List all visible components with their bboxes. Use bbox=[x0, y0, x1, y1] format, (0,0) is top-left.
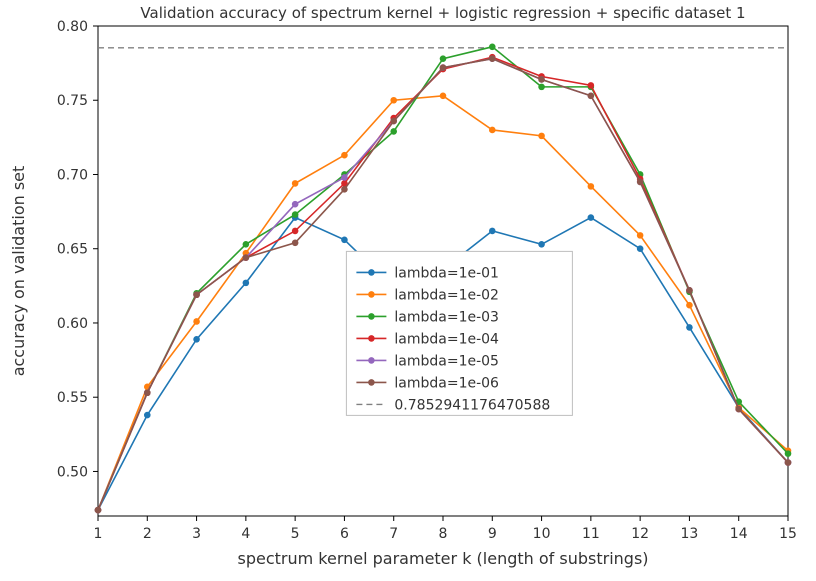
series-marker bbox=[193, 291, 200, 298]
x-tick-label: 2 bbox=[143, 526, 152, 542]
x-tick-label: 9 bbox=[488, 526, 497, 542]
x-tick-label: 13 bbox=[681, 526, 699, 542]
y-tick-label: 0.65 bbox=[57, 242, 88, 258]
y-tick-label: 0.60 bbox=[57, 316, 88, 332]
series-marker bbox=[637, 232, 644, 239]
x-tick-label: 14 bbox=[730, 526, 748, 542]
x-tick-label: 15 bbox=[779, 526, 797, 542]
y-axis-label: accuracy on validation set bbox=[9, 166, 28, 377]
series-marker bbox=[341, 174, 348, 181]
series-marker bbox=[292, 239, 299, 246]
series-marker bbox=[292, 211, 299, 218]
legend-label: lambda=1e-05 bbox=[394, 353, 499, 369]
legend-label: lambda=1e-03 bbox=[394, 309, 499, 325]
series-marker bbox=[390, 118, 397, 125]
series-marker bbox=[489, 55, 496, 62]
legend-swatch-marker bbox=[368, 357, 375, 364]
y-tick-label: 0.80 bbox=[57, 19, 88, 35]
series-marker bbox=[538, 241, 545, 248]
x-tick-label: 4 bbox=[241, 526, 250, 542]
y-tick-label: 0.55 bbox=[57, 390, 88, 406]
series-marker bbox=[538, 84, 545, 91]
x-axis-label: spectrum kernel parameter k (length of s… bbox=[237, 549, 648, 568]
x-tick-label: 3 bbox=[192, 526, 201, 542]
series-marker bbox=[489, 43, 496, 50]
series-marker bbox=[292, 201, 299, 208]
series-marker bbox=[588, 92, 595, 99]
series-marker bbox=[95, 507, 102, 514]
legend-swatch-marker bbox=[368, 313, 375, 320]
y-tick-label: 0.50 bbox=[57, 464, 88, 480]
series-marker bbox=[489, 228, 496, 235]
series-marker bbox=[193, 336, 200, 343]
series-marker bbox=[637, 179, 644, 186]
series-marker bbox=[292, 180, 299, 187]
chart-title: Validation accuracy of spectrum kernel +… bbox=[140, 4, 745, 22]
x-tick-label: 6 bbox=[340, 526, 349, 542]
series-marker bbox=[193, 318, 200, 325]
series-marker bbox=[390, 97, 397, 104]
series-marker bbox=[243, 254, 250, 261]
x-tick-label: 7 bbox=[389, 526, 398, 542]
legend-label: lambda=1e-06 bbox=[394, 375, 499, 391]
series-marker bbox=[686, 324, 693, 331]
series-marker bbox=[292, 228, 299, 235]
series-marker bbox=[785, 450, 792, 457]
series-marker bbox=[686, 287, 693, 294]
legend-label: lambda=1e-04 bbox=[394, 331, 499, 347]
x-tick-label: 1 bbox=[94, 526, 103, 542]
x-tick-label: 10 bbox=[533, 526, 551, 542]
chart-container: Validation accuracy of spectrum kernel +… bbox=[0, 0, 816, 581]
series-marker bbox=[538, 133, 545, 140]
series-marker bbox=[538, 76, 545, 83]
series-marker bbox=[144, 412, 151, 419]
series-marker bbox=[341, 152, 348, 159]
series-marker bbox=[440, 92, 447, 99]
series-marker bbox=[144, 389, 151, 396]
x-tick-label: 12 bbox=[631, 526, 649, 542]
series-marker bbox=[489, 127, 496, 134]
chart-svg: Validation accuracy of spectrum kernel +… bbox=[0, 0, 816, 581]
series-marker bbox=[588, 183, 595, 190]
legend-swatch-marker bbox=[368, 335, 375, 342]
y-tick-label: 0.70 bbox=[57, 167, 88, 183]
y-tick-label: 0.75 bbox=[57, 93, 88, 109]
series-marker bbox=[686, 302, 693, 309]
series-marker bbox=[785, 459, 792, 466]
series-marker bbox=[440, 64, 447, 71]
series-marker bbox=[440, 55, 447, 62]
series-marker bbox=[243, 241, 250, 248]
x-tick-label: 5 bbox=[291, 526, 300, 542]
legend-swatch-marker bbox=[368, 269, 375, 276]
series-marker bbox=[390, 128, 397, 135]
legend-label: lambda=1e-02 bbox=[394, 287, 499, 303]
x-tick-label: 8 bbox=[439, 526, 448, 542]
series-marker bbox=[341, 186, 348, 193]
x-tick-label: 11 bbox=[582, 526, 600, 542]
series-marker bbox=[243, 280, 250, 287]
series-marker bbox=[588, 214, 595, 221]
legend-label: lambda=1e-01 bbox=[394, 265, 499, 281]
legend-label: 0.7852941176470588 bbox=[394, 397, 550, 413]
series-marker bbox=[735, 406, 742, 413]
legend-swatch-marker bbox=[368, 379, 375, 386]
legend-swatch-marker bbox=[368, 291, 375, 298]
series-marker bbox=[341, 237, 348, 244]
series-marker bbox=[637, 245, 644, 252]
series-marker bbox=[588, 82, 595, 89]
legend: lambda=1e-01 lambda=1e-02 lambda=1e-03 lamb… bbox=[346, 251, 572, 415]
